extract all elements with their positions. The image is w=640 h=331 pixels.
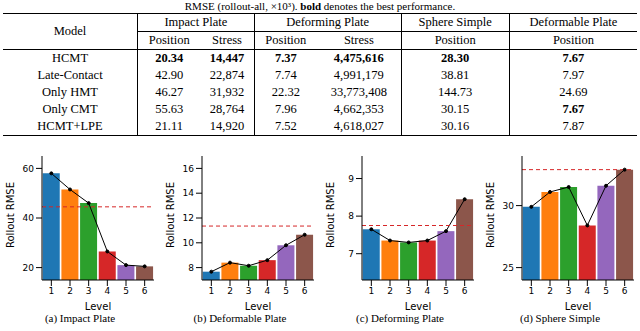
svg-text:5: 5 [443, 286, 449, 296]
html-text:7.87: 7.87 [562, 119, 585, 133]
html-text:30.15: 30.15 [441, 102, 470, 116]
html-text:Late-Contact: Late-Contact [37, 68, 103, 82]
html-text:14,447: 14,447 [209, 51, 245, 65]
html-text:33,773,408: 33,773,408 [330, 85, 387, 99]
svg-text:2: 2 [387, 286, 393, 296]
html-text:Position: Position [265, 33, 307, 47]
svg-text:6: 6 [462, 286, 468, 296]
svg-text:2: 2 [227, 286, 233, 296]
html-text:7.96: 7.96 [274, 102, 297, 116]
html-text:(d) Sphere Simple: (d) Sphere Simple [520, 312, 600, 324]
svg-text:4: 4 [584, 286, 590, 296]
svg-text:1: 1 [528, 286, 534, 296]
html-text:46.27: 46.27 [155, 85, 184, 99]
html-text:RMSE (rollout-all, ×10³). bold: RMSE (rollout-all, ×10³). bold denotes t… [184, 0, 456, 12]
html-text:4,991,179: 4,991,179 [333, 68, 384, 82]
svg-text:Rollout RMSE: Rollout RMSE [485, 182, 496, 248]
html-text:14,920: 14,920 [209, 119, 245, 133]
svg-text:12: 12 [183, 213, 194, 223]
svg-text:Level: Level [85, 301, 111, 310]
html-text:38.81: 38.81 [441, 68, 470, 82]
html-text:Impact Plate: Impact Plate [164, 15, 228, 29]
html-text:4,662,353: 4,662,353 [333, 102, 384, 116]
svg-text:4: 4 [264, 286, 270, 296]
svg-text:Level: Level [565, 301, 591, 310]
svg-text:3: 3 [86, 286, 92, 296]
svg-text:4: 4 [424, 286, 430, 296]
html-text:31,932: 31,932 [209, 85, 245, 99]
svg-text:1: 1 [48, 286, 54, 296]
html-text:55.63: 55.63 [155, 102, 184, 116]
html-text:HCMT: HCMT [51, 51, 89, 65]
html-text:Position: Position [148, 33, 190, 47]
html-text:Model: Model [53, 24, 87, 38]
svg-text:60: 60 [23, 164, 35, 174]
html-text:4,475,616: 4,475,616 [333, 51, 384, 65]
svg-text:25: 25 [503, 263, 514, 273]
html-text:28.30: 28.30 [441, 51, 470, 65]
html-text:24.69: 24.69 [559, 85, 588, 99]
html-text:42.90: 42.90 [155, 68, 184, 82]
html-text:(b) Deformable Plate: (b) Deformable Plate [193, 312, 287, 324]
html-text:7.67: 7.67 [562, 51, 585, 65]
html-text:4,618,027: 4,618,027 [333, 119, 384, 133]
html-text:Position: Position [434, 33, 476, 47]
html-text:Deforming Plate: Deforming Plate [286, 15, 370, 29]
svg-text:14: 14 [183, 188, 195, 198]
svg-text:8: 8 [348, 211, 354, 221]
html-text:HCMT+LPE: HCMT+LPE [37, 119, 103, 133]
svg-text:5: 5 [603, 286, 609, 296]
html-text:Only CMT: Only CMT [42, 102, 98, 116]
html-text:7.37: 7.37 [274, 51, 297, 65]
svg-text:3: 3 [246, 286, 252, 296]
html-text:(a) Impact Plate: (a) Impact Plate [44, 312, 116, 324]
html-text:30.16: 30.16 [441, 119, 470, 133]
svg-text:8: 8 [188, 263, 194, 273]
html-text:Only HMT: Only HMT [42, 85, 98, 99]
html-text:22,874: 22,874 [209, 68, 245, 82]
html-text:7.52: 7.52 [274, 119, 297, 133]
html-text:7.74: 7.74 [274, 68, 297, 82]
svg-text:30: 30 [503, 201, 515, 211]
svg-text:4: 4 [104, 286, 110, 296]
html-text:Stress: Stress [212, 33, 242, 47]
html-text:7.97: 7.97 [562, 68, 585, 82]
svg-text:2: 2 [67, 286, 73, 296]
svg-text:10: 10 [183, 238, 195, 248]
svg-text:1: 1 [208, 286, 214, 296]
svg-text:3: 3 [566, 286, 572, 296]
html-text:144.73: 144.73 [438, 85, 473, 99]
html-text:Sphere Simple: Sphere Simple [418, 15, 492, 29]
html-text:28,764: 28,764 [209, 102, 245, 116]
svg-text:9: 9 [348, 174, 354, 184]
svg-text:6: 6 [302, 286, 308, 296]
svg-text:Level: Level [245, 301, 271, 310]
svg-text:6: 6 [622, 286, 628, 296]
html-text:(c) Deforming Plate: (c) Deforming Plate [356, 312, 444, 324]
html-text:22.32: 22.32 [271, 85, 300, 99]
html-text:21.11: 21.11 [155, 119, 183, 133]
svg-text:5: 5 [283, 286, 289, 296]
html-text:Stress: Stress [343, 33, 374, 47]
svg-text:16: 16 [183, 164, 195, 174]
svg-text:6: 6 [142, 286, 148, 296]
svg-text:2: 2 [547, 286, 553, 296]
svg-text:Rollout RMSE: Rollout RMSE [8, 182, 16, 248]
svg-text:7: 7 [348, 249, 354, 259]
html-text:20.34: 20.34 [155, 51, 184, 65]
svg-text:3: 3 [406, 286, 412, 296]
svg-text:20: 20 [23, 263, 35, 273]
svg-text:Level: Level [405, 301, 431, 310]
svg-text:Rollout RMSE: Rollout RMSE [165, 182, 176, 248]
html-text:7.67: 7.67 [562, 102, 585, 116]
html-text:Deformable Plate: Deformable Plate [529, 15, 618, 29]
html-text:Position: Position [552, 33, 594, 47]
svg-text:40: 40 [23, 213, 35, 223]
svg-text:5: 5 [123, 286, 129, 296]
svg-text:Rollout RMSE: Rollout RMSE [325, 182, 336, 248]
svg-text:1: 1 [368, 286, 374, 296]
